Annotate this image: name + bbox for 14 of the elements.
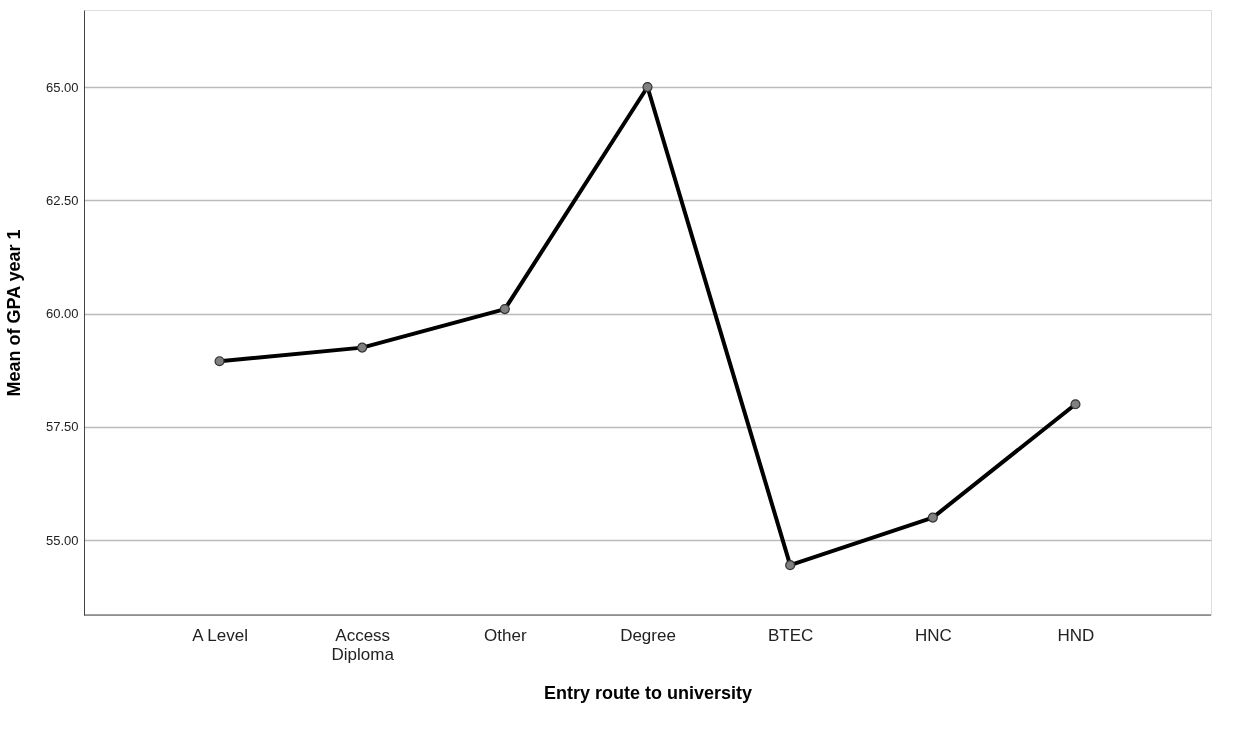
x-tick-label: BTEC (767, 625, 814, 645)
y-tick-label: 62.50 (45, 192, 79, 208)
x-tick-label: HNC (914, 625, 952, 645)
y-tick-label: 57.50 (45, 419, 79, 435)
y-tick-label: 60.00 (45, 306, 79, 322)
y-axis-title: Mean of GPA year 1 (3, 229, 24, 397)
y-tick-label: 65.00 (45, 79, 79, 95)
x-tick-label: A Level (192, 625, 248, 645)
x-tick-label: Other (484, 625, 527, 645)
x-tick-label: Access Diploma (331, 625, 395, 664)
x-tick-label: Degree (620, 625, 676, 645)
x-tick-label: HND (1057, 625, 1095, 645)
x-axis-title: Entry route to university (543, 682, 753, 703)
y-tick-label: 55.00 (45, 532, 79, 548)
